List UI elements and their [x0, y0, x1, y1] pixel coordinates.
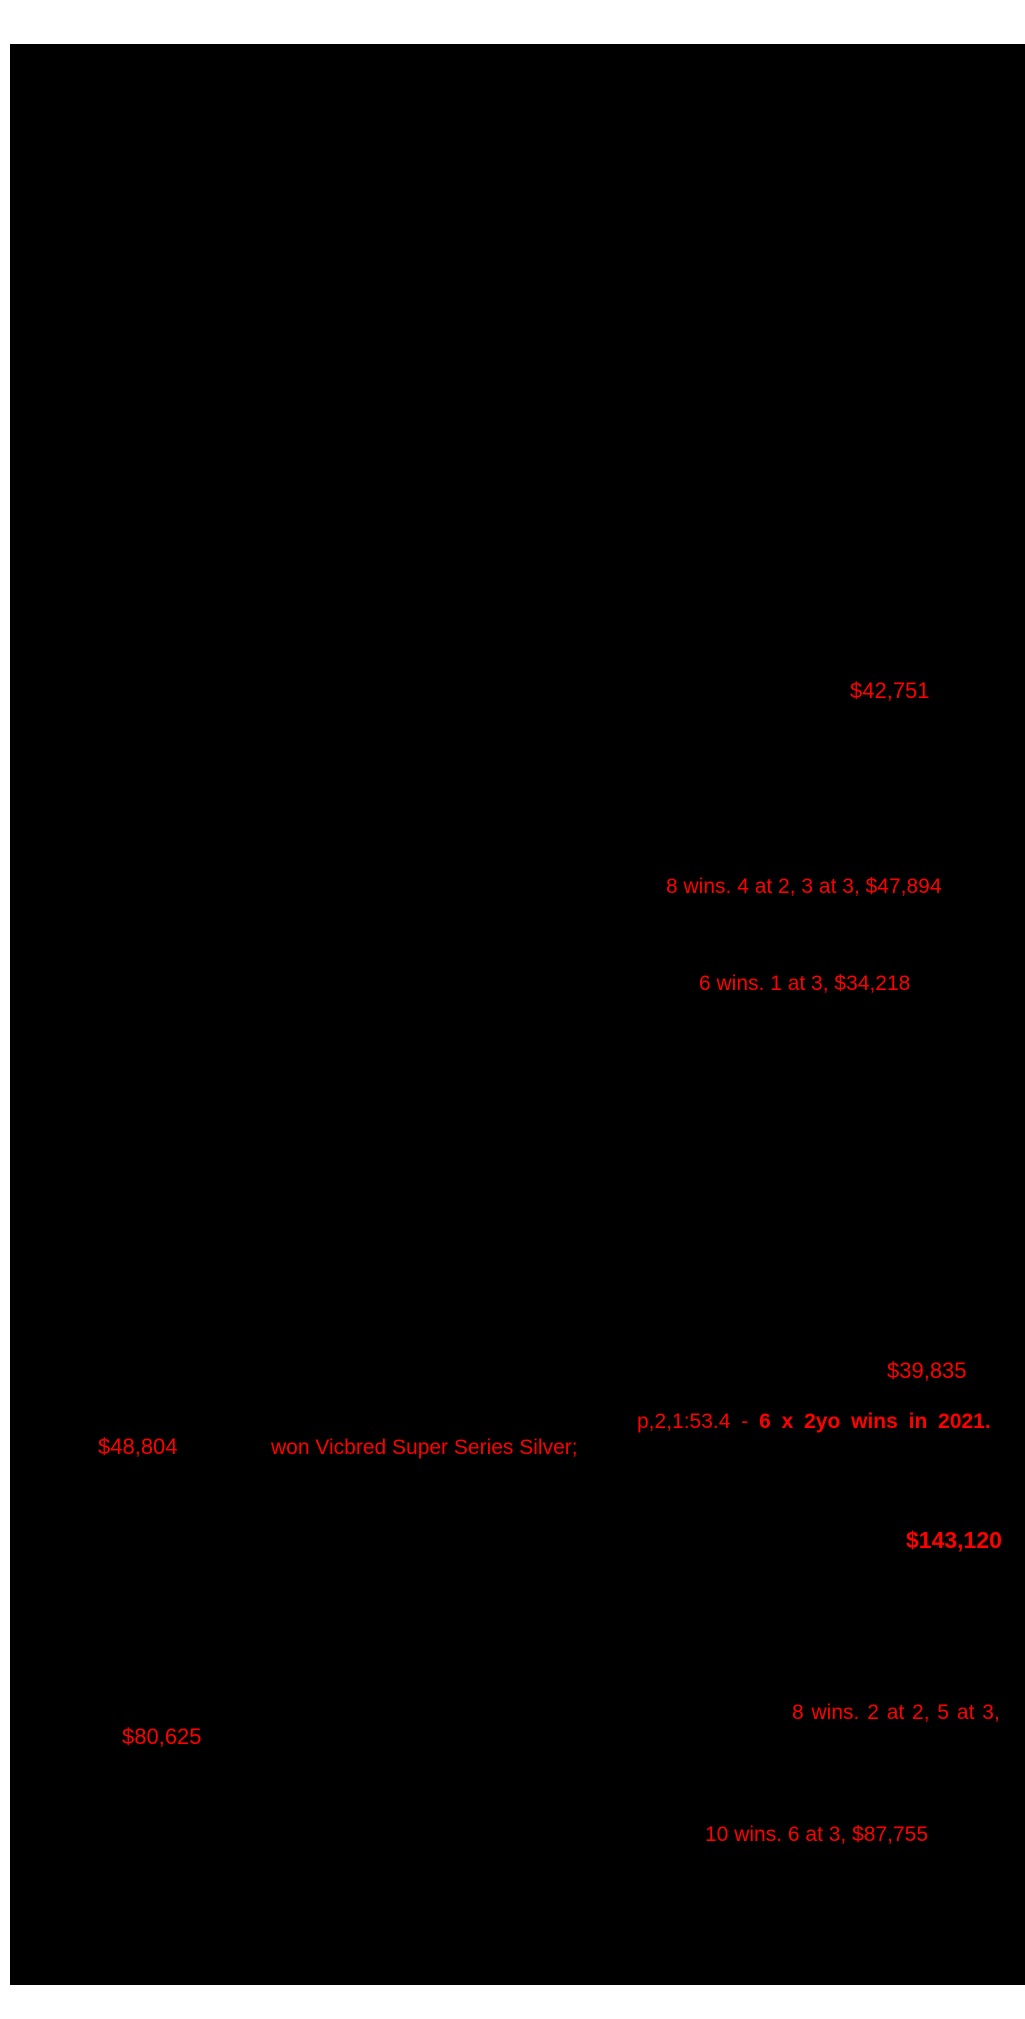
race-record-text: 8 wins. 4 at 2, 3 at 3, $47,894 — [666, 875, 942, 898]
prize-money-text: $42,751 — [850, 678, 930, 703]
stakes-note-text: won Vicbred Super Series Silver; — [271, 1436, 578, 1459]
prize-money-text: $80,625 — [122, 1724, 202, 1749]
mile-rate-line: p,2,1:53.4 - 6 x 2yo wins in 2021. — [637, 1410, 991, 1433]
blacked-out-page-body: $42,751 8 wins. 4 at 2, 3 at 3, $47,894 … — [10, 44, 1025, 1985]
prize-money-text: $39,835 — [887, 1358, 967, 1383]
prize-money-text: $48,804 — [98, 1434, 178, 1459]
race-record-text: 6 wins. 1 at 3, $34,218 — [699, 972, 911, 995]
bold-highlight-text: 6 x 2yo wins in 2021. — [759, 1410, 991, 1433]
prize-money-total-text: $143,120 — [906, 1527, 1002, 1553]
race-record-text: 8 wins. 2 at 2, 5 at 3, — [792, 1701, 1000, 1724]
race-record-text: 10 wins. 6 at 3, $87,755 — [705, 1823, 928, 1846]
mile-rate-text: p,2,1:53.4 - — [637, 1410, 749, 1433]
